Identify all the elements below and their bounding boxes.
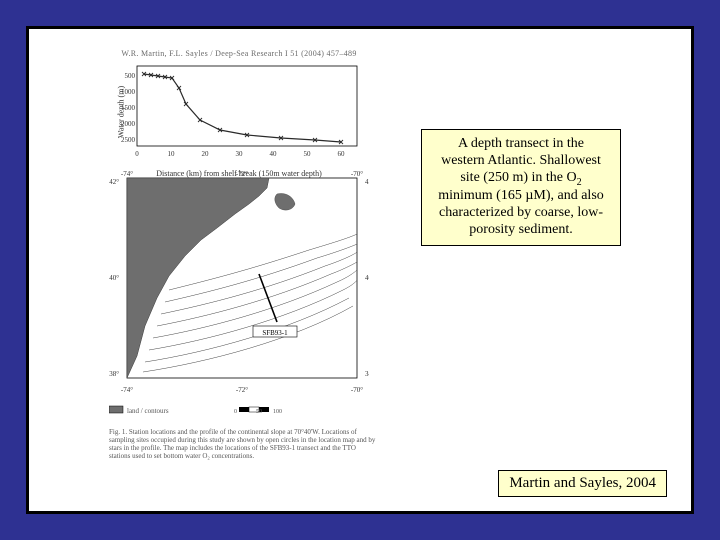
svg-text:10: 10 bbox=[168, 150, 176, 158]
map-svg: -74° -72° -70° -74° -72° -70° 42° 40° 38… bbox=[109, 170, 369, 400]
svg-text:0: 0 bbox=[234, 409, 237, 415]
svg-text:30: 30 bbox=[236, 150, 244, 158]
svg-text:42°: 42° bbox=[365, 178, 369, 186]
slide-inner: W.R. Martin, F.L. Sayles / Deep-Sea Rese… bbox=[26, 26, 694, 514]
callout-o2-sub: 2 bbox=[577, 176, 582, 187]
svg-text:0: 0 bbox=[135, 150, 139, 158]
svg-text:40: 40 bbox=[270, 150, 278, 158]
svg-text:land / contours: land / contours bbox=[127, 407, 169, 415]
slide-frame: W.R. Martin, F.L. Sayles / Deep-Sea Rese… bbox=[0, 0, 720, 540]
svg-text:60: 60 bbox=[338, 150, 346, 158]
description-callout: A depth transect in the western Atlantic… bbox=[421, 129, 621, 246]
svg-text:20: 20 bbox=[202, 150, 210, 158]
svg-text:-74°: -74° bbox=[121, 170, 133, 178]
svg-text:-74°: -74° bbox=[121, 386, 133, 394]
transect-label: SFB93-1 bbox=[262, 329, 288, 337]
svg-text:100: 100 bbox=[273, 409, 282, 415]
callout-line6: porosity sediment. bbox=[469, 222, 572, 237]
figure-area: W.R. Martin, F.L. Sayles / Deep-Sea Rese… bbox=[89, 49, 389, 469]
svg-text:-70°: -70° bbox=[351, 170, 363, 178]
callout-line2: western Atlantic. Shallowest bbox=[441, 153, 601, 168]
figure-caption: Fig. 1. Station locations and the profil… bbox=[109, 428, 379, 460]
y-axis-label: Water depth (m) bbox=[117, 86, 126, 138]
svg-text:50: 50 bbox=[256, 409, 262, 415]
svg-text:-70°: -70° bbox=[351, 386, 363, 394]
depth-profile-chart: Water depth (m) 500 1000 1500 2000 2500 … bbox=[109, 62, 369, 162]
svg-text:-72°: -72° bbox=[236, 386, 248, 394]
svg-text:40°: 40° bbox=[109, 274, 119, 282]
svg-text:38°: 38° bbox=[109, 370, 119, 378]
citation-box: Martin and Sayles, 2004 bbox=[498, 470, 667, 497]
callout-line5: characterized by coarse, low- bbox=[439, 205, 603, 220]
depth-chart-svg: 500 1000 1500 2000 2500 0 10 20 30 40 50 bbox=[109, 62, 369, 162]
svg-text:38°: 38° bbox=[365, 370, 369, 378]
svg-text:500: 500 bbox=[125, 72, 136, 80]
svg-text:-72°: -72° bbox=[236, 170, 248, 178]
callout-line1: A depth transect in the bbox=[458, 136, 584, 151]
callout-line4: minimum (165 µM), and also bbox=[438, 188, 604, 203]
figure-header: W.R. Martin, F.L. Sayles / Deep-Sea Rese… bbox=[89, 49, 389, 58]
callout-line3-pre: site (250 m) in the O bbox=[460, 170, 576, 185]
citation-text: Martin and Sayles, 2004 bbox=[509, 475, 656, 491]
svg-text:50: 50 bbox=[304, 150, 312, 158]
map-legend: land / contours 0 50 100 bbox=[109, 404, 389, 418]
svg-text:40°: 40° bbox=[365, 274, 369, 282]
svg-text:42°: 42° bbox=[109, 178, 119, 186]
location-map: -74° -72° -70° -74° -72° -70° 42° 40° 38… bbox=[109, 170, 369, 400]
